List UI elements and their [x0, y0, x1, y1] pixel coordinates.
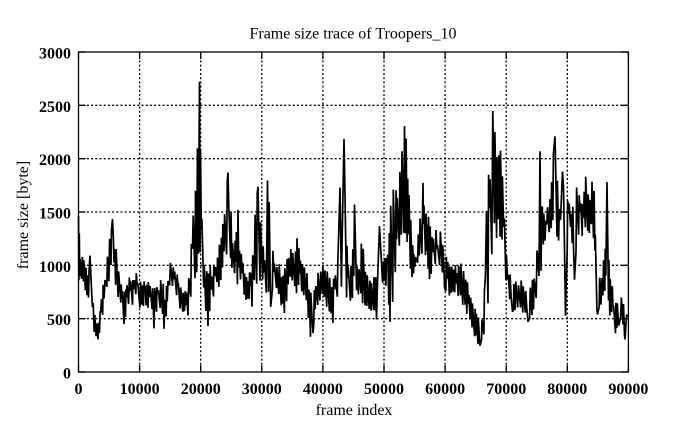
svg-text:80000: 80000: [547, 381, 587, 398]
svg-text:0: 0: [75, 381, 83, 398]
svg-text:90000: 90000: [608, 381, 648, 398]
svg-text:500: 500: [47, 312, 71, 329]
svg-text:frame index: frame index: [316, 402, 393, 419]
svg-text:70000: 70000: [486, 381, 526, 398]
svg-text:1000: 1000: [39, 259, 71, 276]
svg-text:2500: 2500: [39, 99, 71, 116]
svg-text:Frame size trace of Troopers_1: Frame size trace of Troopers_10: [249, 26, 456, 43]
svg-text:30000: 30000: [242, 381, 282, 398]
svg-text:50000: 50000: [364, 381, 404, 398]
svg-text:40000: 40000: [303, 381, 343, 398]
svg-text:2000: 2000: [39, 152, 71, 169]
svg-text:10000: 10000: [120, 381, 160, 398]
svg-text:0: 0: [63, 366, 71, 383]
svg-text:1500: 1500: [39, 206, 71, 223]
svg-text:60000: 60000: [425, 381, 465, 398]
svg-text:3000: 3000: [39, 46, 71, 63]
svg-text:frame size [byte]: frame size [byte]: [15, 161, 32, 269]
svg-text:20000: 20000: [181, 381, 221, 398]
